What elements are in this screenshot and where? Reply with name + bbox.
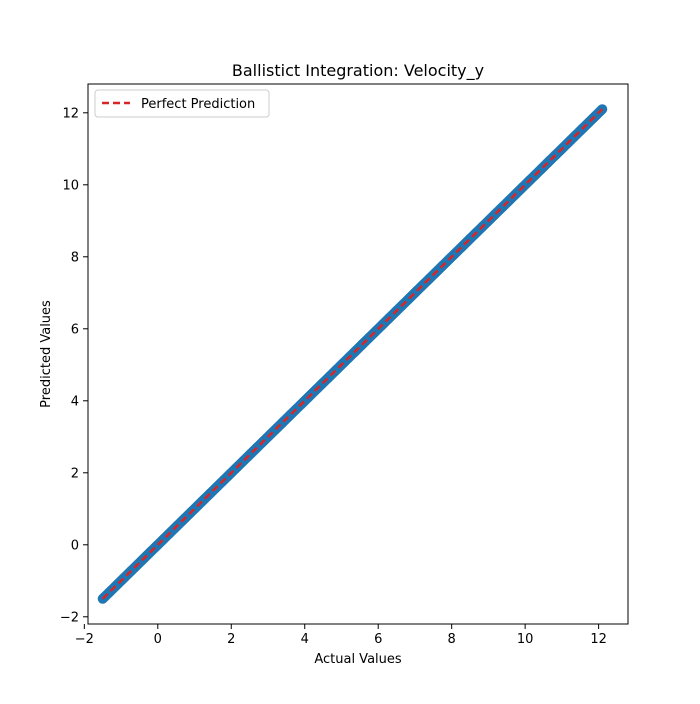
legend-box [94,89,270,118]
x-axis-ticks: −2 0 2 4 6 8 10 12 [75,624,607,647]
y-axis-ticks: −2 0 2 4 6 8 10 12 [60,106,88,625]
x-tick-label: 12 [590,632,607,647]
y-tick-label: 8 [71,250,79,265]
y-tick-label: 12 [62,106,79,121]
y-tick-label: 10 [62,178,79,193]
plot-frame [87,83,629,625]
legend: Perfect Prediction [94,89,270,118]
x-tick-label: 6 [374,632,382,647]
x-tick-label: 4 [301,632,309,647]
y-tick-label: 2 [71,466,79,481]
reference-line-layer [101,108,604,600]
x-tick-label: 2 [227,632,235,647]
plot-area [87,83,629,625]
y-tick-label: −2 [60,610,79,625]
x-tick-label: 0 [154,632,162,647]
y-tick-label: 4 [71,394,79,409]
y-axis-label: Predicted Values [39,300,54,408]
x-tick-label: 8 [448,632,456,647]
perfect-prediction-line [101,108,604,600]
chart-title: Ballistict Integration: Velocity_y [232,61,484,81]
legend-label: Perfect Prediction [141,97,255,112]
x-tick-label: 10 [517,632,534,647]
x-axis-label: Actual Values [314,652,402,667]
y-tick-label: 0 [71,538,79,553]
x-tick-label: −2 [75,632,94,647]
y-tick-label: 6 [71,322,79,337]
